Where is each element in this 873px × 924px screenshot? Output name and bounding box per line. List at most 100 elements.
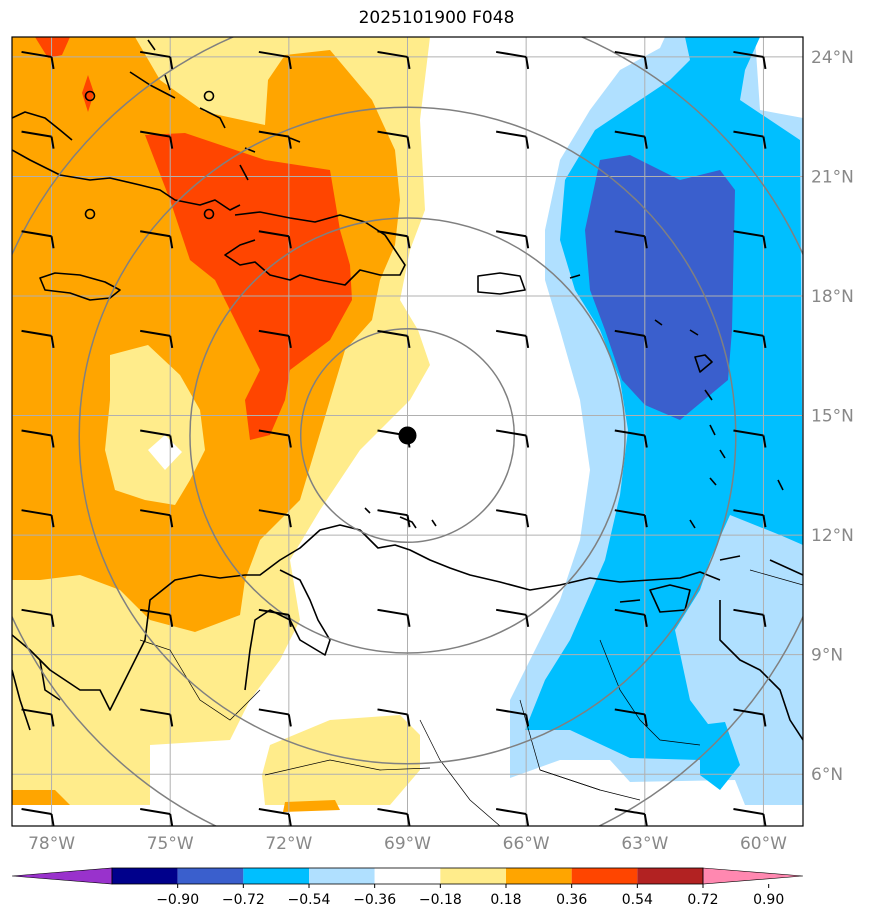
barb-staff [258, 429, 290, 437]
barb-flag [50, 56, 55, 70]
puerto-rico-coast [477, 272, 526, 295]
colorbar-segment [374, 868, 441, 884]
barb-staff [21, 808, 52, 816]
barb-flag [762, 335, 767, 349]
lon-tick-label: 75°W [147, 834, 194, 854]
lon-tick-label: 63°W [621, 834, 668, 854]
wind-barb [140, 429, 174, 448]
wind-barb [21, 130, 55, 149]
wind-barb [140, 50, 174, 70]
barb-flag [406, 614, 411, 627]
colorbar-segment [309, 868, 375, 884]
barb-staff [495, 329, 527, 337]
station-marker [203, 90, 215, 102]
barb-staff [377, 708, 408, 716]
wind-barb [614, 509, 648, 528]
jamaica-coast [39, 272, 121, 301]
barb-flag [287, 136, 292, 149]
barb-flag [643, 714, 648, 727]
barb-flag [525, 136, 530, 149]
colorbar-tick-label: 0.72 [687, 892, 718, 908]
shade-orange-southwest [12, 790, 70, 805]
barb-staff [495, 608, 527, 616]
barb-staff [495, 808, 527, 816]
barb-staff [140, 130, 171, 138]
barb-staff [495, 230, 527, 238]
barb-staff [140, 429, 171, 437]
wind-barb [377, 509, 411, 528]
wind-barb [140, 230, 174, 249]
barb-staff [21, 608, 52, 616]
barb-flag [50, 813, 55, 826]
wind-barb [733, 608, 767, 627]
barb-flag [406, 236, 411, 249]
barb-staff [377, 329, 408, 337]
barb-staff [140, 608, 171, 616]
wind-barb [614, 808, 648, 826]
barb-staff [495, 708, 527, 716]
barb-flag [169, 335, 174, 349]
barb-flag [169, 813, 174, 826]
wind-barb [140, 509, 174, 528]
wind-barb [733, 130, 767, 149]
longitude-labels: 78°W 75°W 72°W 69°W 66°W 63°W 60°W [28, 834, 787, 854]
wind-barb [495, 329, 530, 349]
wind-barb [377, 329, 411, 349]
barb-flag [643, 56, 648, 70]
station-marker [203, 208, 215, 220]
barb-staff [377, 608, 408, 616]
wind-barb [140, 329, 174, 349]
barb-staff [21, 329, 52, 337]
barb-flag [169, 515, 174, 528]
barb-staff [377, 130, 408, 138]
orinoco-delta-coast [719, 600, 803, 741]
barb-flag [287, 335, 292, 349]
wind-barb [495, 230, 530, 249]
barb-staff [733, 808, 764, 816]
wind-barb [614, 230, 648, 249]
map-area [12, 37, 803, 826]
colorbar-tick-label: −0.90 [156, 892, 199, 908]
barb-flag [50, 136, 55, 149]
barb-flag [525, 614, 530, 627]
barb-staff [733, 708, 764, 716]
barb-flag [762, 515, 767, 528]
barb-staff [140, 329, 171, 337]
shade-red-orange-spot [82, 75, 94, 112]
barb-staff [377, 50, 408, 58]
barb-flag [169, 435, 174, 448]
wind-barb [140, 808, 174, 826]
lesser-antilles [569, 274, 784, 529]
north-coast-misc [619, 559, 803, 603]
barb-staff [614, 608, 645, 616]
wind-barb [258, 608, 292, 627]
wind-barb [495, 130, 530, 149]
barb-staff [258, 509, 290, 517]
barb-staff [377, 509, 408, 517]
shade-red-orange-corner [35, 37, 70, 58]
wind-barb [377, 230, 411, 249]
colorbar-extend-low [11, 867, 113, 885]
wind-barbs [21, 50, 767, 826]
lon-tick-label: 66°W [503, 834, 550, 854]
colorbar-segment [243, 868, 309, 884]
barb-flag [643, 435, 648, 448]
colorbar-tick-label: −0.54 [288, 892, 331, 908]
barb-flag [50, 714, 55, 727]
barb-staff [258, 50, 290, 58]
barb-staff [258, 708, 290, 716]
barb-staff [614, 808, 645, 816]
wind-barb [258, 130, 292, 149]
barb-flag [406, 515, 411, 528]
wind-barb [495, 808, 530, 826]
barb-staff [258, 230, 290, 238]
latitude-labels: 6°N 9°N 12°N 15°N 18°N 21°N 24°N [811, 48, 854, 785]
barb-flag [406, 335, 411, 349]
barb-flag [287, 56, 292, 70]
barb-staff [733, 429, 764, 437]
barb-staff [614, 230, 645, 238]
range-rings [12, 37, 803, 826]
colorbar-segment [177, 868, 244, 884]
shade-light-yellow-core [105, 345, 205, 505]
lat-tick-label: 24°N [811, 48, 854, 68]
